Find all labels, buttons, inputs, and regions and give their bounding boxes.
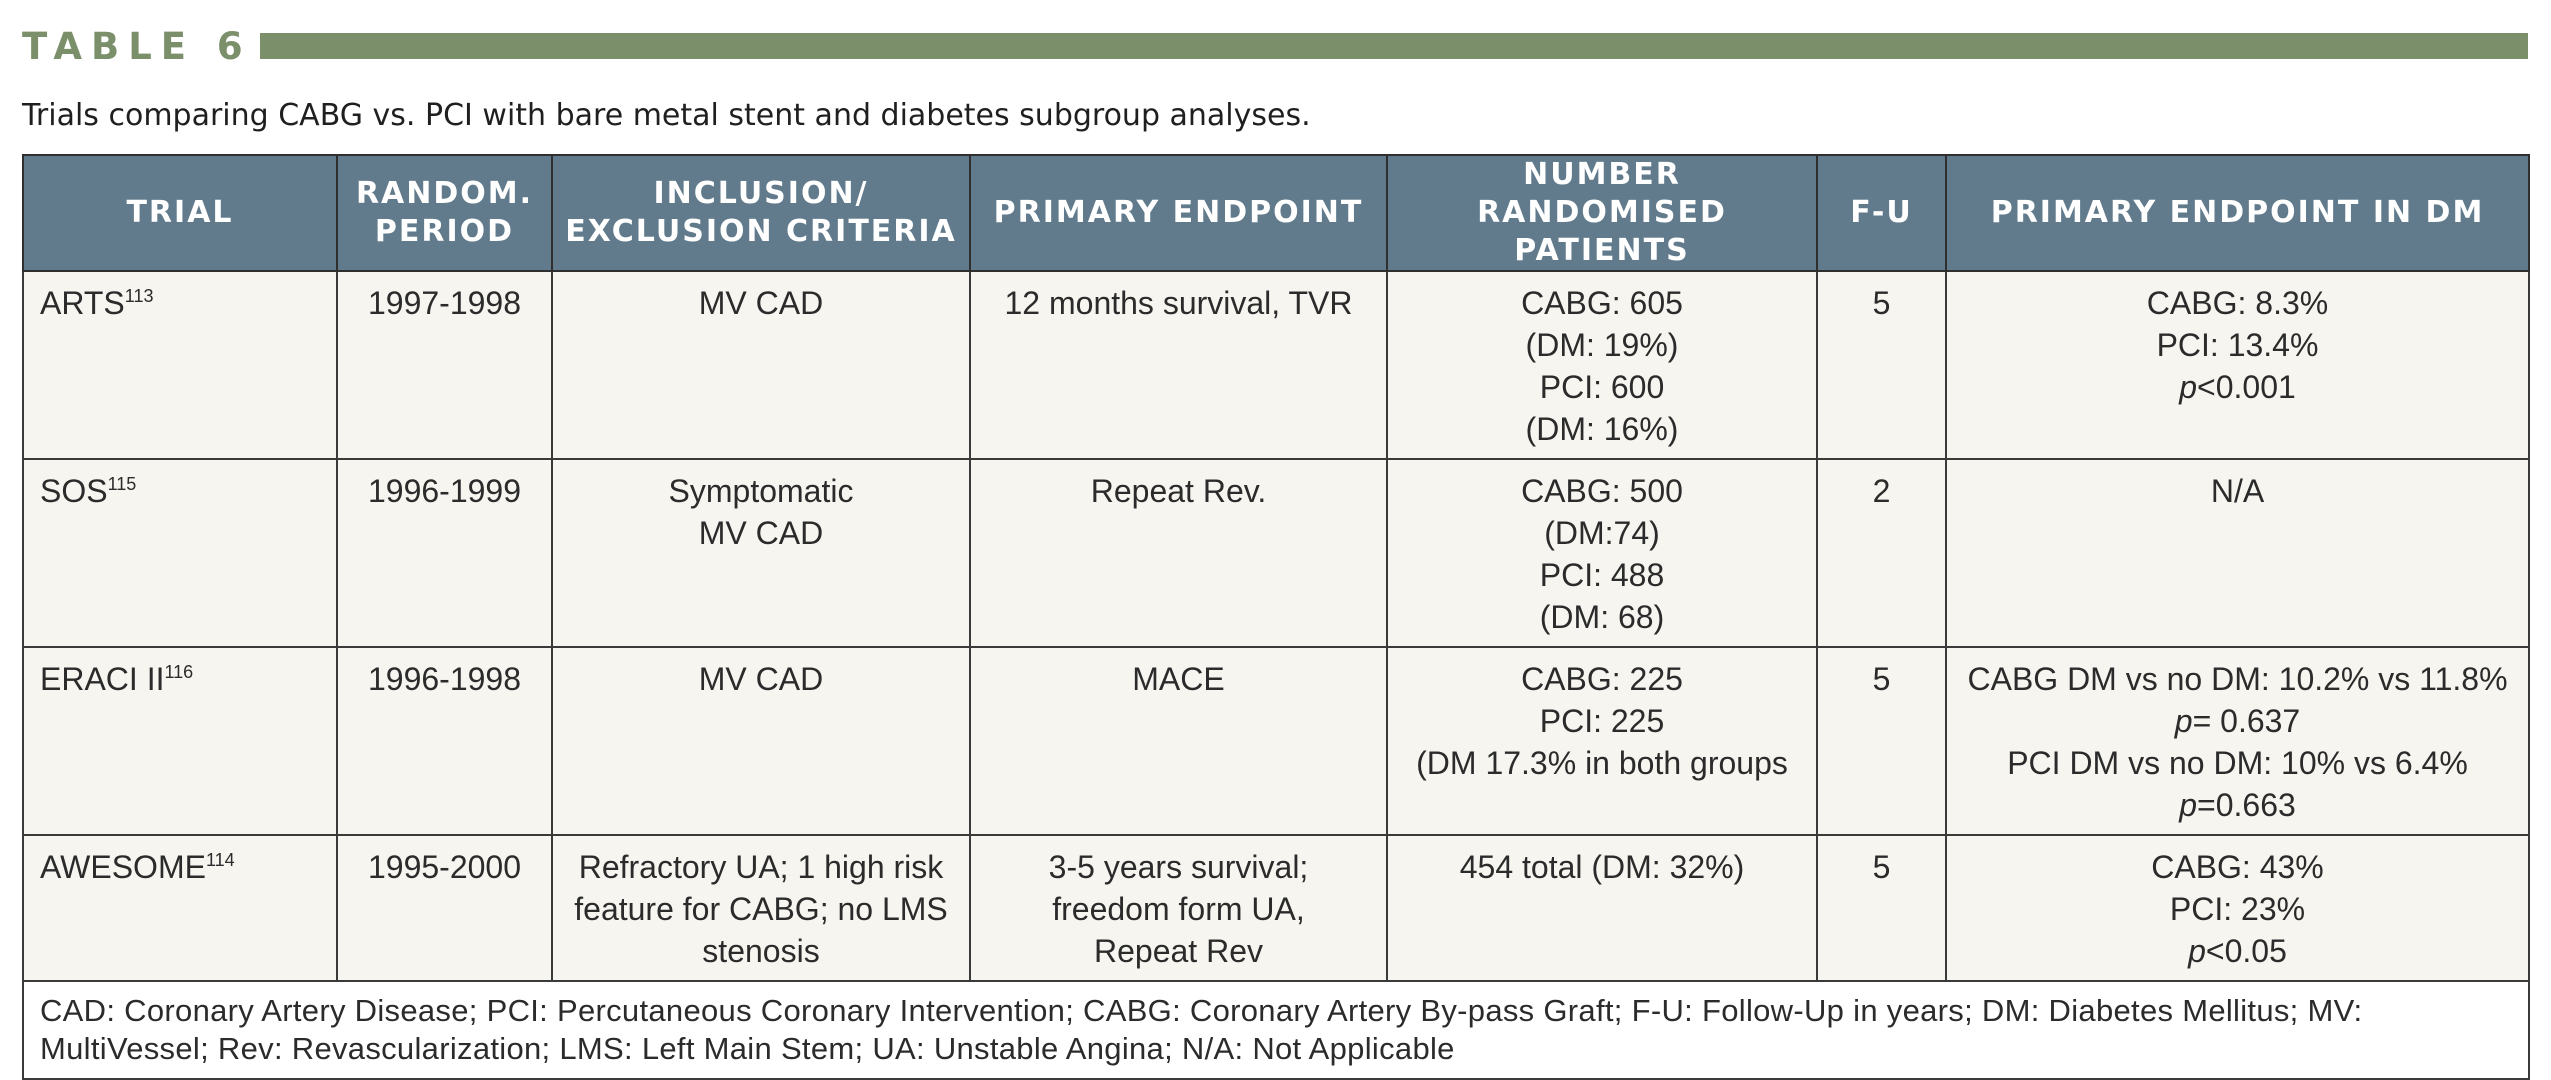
header-endpoint-dm: PRIMARY ENDPOINT IN DM bbox=[1945, 154, 2530, 272]
table-footnote: CAD: Coronary Artery Disease; PCI: Percu… bbox=[22, 980, 2530, 1080]
cell-endpoint: MACE bbox=[969, 646, 1388, 836]
cell-trial: ERACI II116 bbox=[22, 646, 338, 836]
cell-criteria: Refractory UA; 1 high risk feature for CA… bbox=[551, 834, 971, 982]
cell-period: 1995-2000 bbox=[336, 834, 553, 982]
cell-endpoint: 12 months survival, TVR bbox=[969, 270, 1388, 460]
table-footnote-row: CAD: Coronary Artery Disease; PCI: Percu… bbox=[22, 980, 2530, 1080]
header-random-period: RANDOM. PERIOD bbox=[336, 154, 553, 272]
label-divider-bar bbox=[259, 33, 2528, 59]
trials-table: TRIAL RANDOM. PERIOD INCLUSION/EXCLUSION … bbox=[22, 154, 2530, 1080]
cell-trial: AWESOME114 bbox=[22, 834, 338, 982]
cell-period: 1996-1998 bbox=[336, 646, 553, 836]
cell-criteria: MV CAD bbox=[551, 270, 971, 460]
header-follow-up: F-U bbox=[1816, 154, 1947, 272]
cell-period: 1997-1998 bbox=[336, 270, 553, 460]
cell-follow-up: 5 bbox=[1816, 834, 1947, 982]
cell-follow-up: 2 bbox=[1816, 458, 1947, 648]
header-primary-endpoint: PRIMARY ENDPOINT bbox=[969, 154, 1388, 272]
cell-endpoint-dm: CABG: 8.3% PCI: 13.4% p<0.001 bbox=[1945, 270, 2530, 460]
cell-endpoint: 3-5 years survival; freedom form UA, Repea… bbox=[969, 834, 1388, 982]
table-figure: TABLE 6 Trials comparing CABG vs. PCI wi… bbox=[22, 24, 2530, 1080]
cell-criteria: MV CAD bbox=[551, 646, 971, 836]
table-row-awesome: AWESOME114 1995-2000 Refractory UA; 1 hi… bbox=[22, 834, 2530, 982]
cell-patients: CABG: 500 (DM:74) PCI: 488 (DM: 68) bbox=[1386, 458, 1818, 648]
cell-criteria: Symptomatic MV CAD bbox=[551, 458, 971, 648]
cell-trial: SOS115 bbox=[22, 458, 338, 648]
table-caption: Trials comparing CABG vs. PCI with bare … bbox=[22, 98, 1311, 133]
header-patients: NUMBER RANDOMISED PATIENTS bbox=[1386, 154, 1818, 272]
cell-endpoint: Repeat Rev. bbox=[969, 458, 1388, 648]
cell-follow-up: 5 bbox=[1816, 270, 1947, 460]
table-label-row: TABLE 6 bbox=[22, 24, 2528, 68]
table-header-row: TRIAL RANDOM. PERIOD INCLUSION/EXCLUSION … bbox=[22, 154, 2530, 272]
table-row-arts: ARTS113 1997-1998 MV CAD 12 months survi… bbox=[22, 270, 2530, 460]
cell-patients: 454 total (DM: 32%) bbox=[1386, 834, 1818, 982]
cell-follow-up: 5 bbox=[1816, 646, 1947, 836]
header-criteria: INCLUSION/EXCLUSION CRITERIA bbox=[551, 154, 971, 272]
cell-patients: CABG: 605 (DM: 19%) PCI: 600 (DM: 16%) bbox=[1386, 270, 1818, 460]
cell-patients: CABG: 225 PCI: 225 (DM 17.3% in both grou… bbox=[1386, 646, 1818, 836]
cell-endpoint-dm: CABG: 43% PCI: 23% p<0.05 bbox=[1945, 834, 2530, 982]
header-trial: TRIAL bbox=[22, 154, 338, 272]
cell-endpoint-dm: CABG DM vs no DM: 10.2% vs 11.8% p= 0.63… bbox=[1945, 646, 2530, 836]
table-label: TABLE 6 bbox=[22, 24, 252, 68]
cell-endpoint-dm: N/A bbox=[1945, 458, 2530, 648]
table-row-sos: SOS115 1996-1999 Symptomatic MV CAD Repea… bbox=[22, 458, 2530, 648]
cell-trial: ARTS113 bbox=[22, 270, 338, 460]
cell-period: 1996-1999 bbox=[336, 458, 553, 648]
table-row-eraci-ii: ERACI II116 1996-1998 MV CAD MACE CABG: … bbox=[22, 646, 2530, 836]
